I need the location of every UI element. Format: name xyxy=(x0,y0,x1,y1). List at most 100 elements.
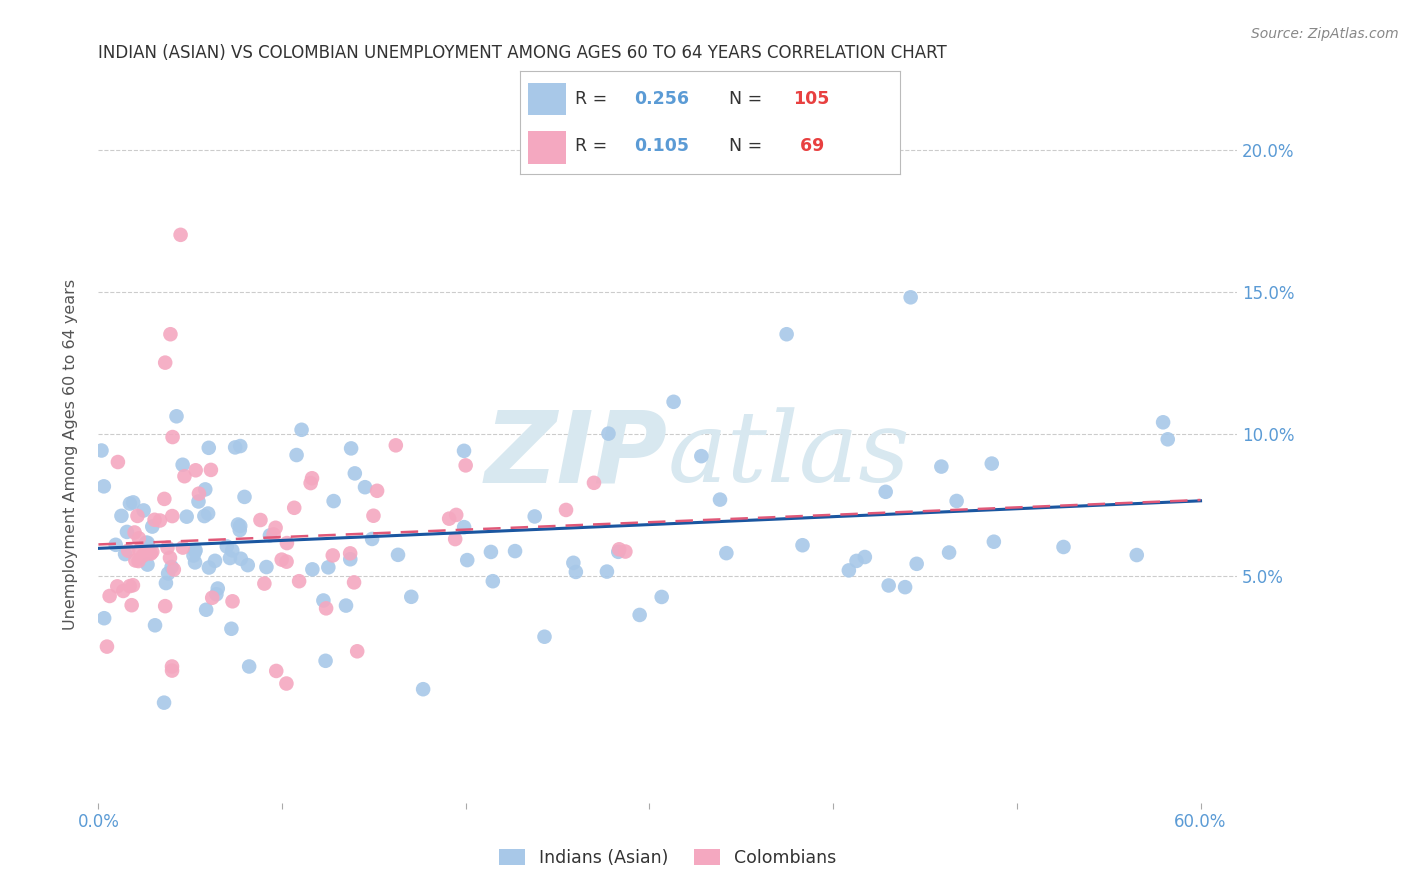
Point xyxy=(276,676,298,690)
Point xyxy=(136,558,159,572)
Point xyxy=(312,593,335,607)
Point xyxy=(301,471,323,485)
Point xyxy=(204,554,226,568)
Point xyxy=(607,542,630,557)
Point xyxy=(229,523,252,537)
Point xyxy=(263,527,285,541)
Point xyxy=(128,531,150,545)
Point xyxy=(894,580,917,594)
Point xyxy=(153,696,176,710)
Point xyxy=(479,545,502,559)
Point xyxy=(93,479,115,493)
Point xyxy=(207,582,229,596)
Point xyxy=(132,549,155,563)
Point xyxy=(90,443,112,458)
Point xyxy=(143,618,166,632)
Point xyxy=(614,544,637,558)
Point xyxy=(716,546,738,560)
Point xyxy=(215,540,238,554)
Point xyxy=(938,545,960,559)
Point xyxy=(159,327,181,342)
Point xyxy=(128,543,150,558)
Point xyxy=(155,576,177,591)
Point xyxy=(662,394,685,409)
Point xyxy=(160,664,183,678)
Point xyxy=(945,494,967,508)
Point xyxy=(127,508,149,523)
Point xyxy=(149,514,172,528)
Text: 0.256: 0.256 xyxy=(634,90,689,108)
Point xyxy=(224,441,246,455)
Point xyxy=(444,532,467,546)
Point xyxy=(315,601,337,615)
Point xyxy=(201,591,224,605)
Point xyxy=(112,583,135,598)
Point xyxy=(335,599,357,613)
Point xyxy=(132,503,155,517)
Point xyxy=(128,554,150,568)
Point xyxy=(124,553,146,567)
Point xyxy=(157,566,180,581)
Point xyxy=(315,654,337,668)
Text: ZIP: ZIP xyxy=(485,407,668,503)
Point xyxy=(98,589,121,603)
Point xyxy=(162,509,184,524)
Point xyxy=(200,463,222,477)
Point xyxy=(184,543,207,558)
Point xyxy=(160,659,183,673)
Point xyxy=(354,480,377,494)
Point xyxy=(503,544,526,558)
Point xyxy=(183,549,205,563)
Point xyxy=(562,556,585,570)
Point xyxy=(143,513,166,527)
Point xyxy=(197,507,219,521)
Point xyxy=(238,659,260,673)
Point xyxy=(124,525,146,540)
Point xyxy=(198,560,221,574)
Point xyxy=(322,494,344,508)
Point xyxy=(166,409,188,424)
Point xyxy=(1052,540,1074,554)
Point xyxy=(226,517,249,532)
Point xyxy=(96,640,118,654)
Point xyxy=(628,607,651,622)
Bar xyxy=(527,131,565,163)
Point xyxy=(607,545,630,559)
Point xyxy=(236,558,259,573)
Point xyxy=(159,550,181,565)
Text: 69: 69 xyxy=(793,137,824,155)
Point xyxy=(93,611,115,625)
Point xyxy=(931,459,953,474)
Point xyxy=(565,565,588,579)
Point xyxy=(412,682,434,697)
Text: N =: N = xyxy=(730,137,768,155)
Legend: Indians (Asian), Colombians: Indians (Asian), Colombians xyxy=(492,842,844,874)
Point xyxy=(229,551,252,566)
Point xyxy=(318,560,340,574)
Bar xyxy=(527,83,565,115)
Point xyxy=(596,565,619,579)
Text: atlas: atlas xyxy=(668,408,911,502)
Point xyxy=(299,476,322,491)
Point xyxy=(453,520,475,534)
Point xyxy=(117,543,139,558)
Point xyxy=(838,563,860,577)
Point xyxy=(104,538,127,552)
Point xyxy=(792,538,814,552)
Point xyxy=(290,423,312,437)
Point xyxy=(983,534,1005,549)
Point xyxy=(194,483,217,497)
Point xyxy=(229,519,252,533)
Point xyxy=(107,455,129,469)
Text: N =: N = xyxy=(730,90,768,108)
Point xyxy=(162,430,184,444)
Point xyxy=(322,549,344,563)
Point xyxy=(187,494,209,508)
Point xyxy=(1126,548,1149,562)
Point xyxy=(156,541,179,555)
Point xyxy=(193,509,215,524)
Point xyxy=(139,547,162,561)
Point xyxy=(110,508,132,523)
Point xyxy=(346,644,368,658)
Point xyxy=(221,543,243,558)
